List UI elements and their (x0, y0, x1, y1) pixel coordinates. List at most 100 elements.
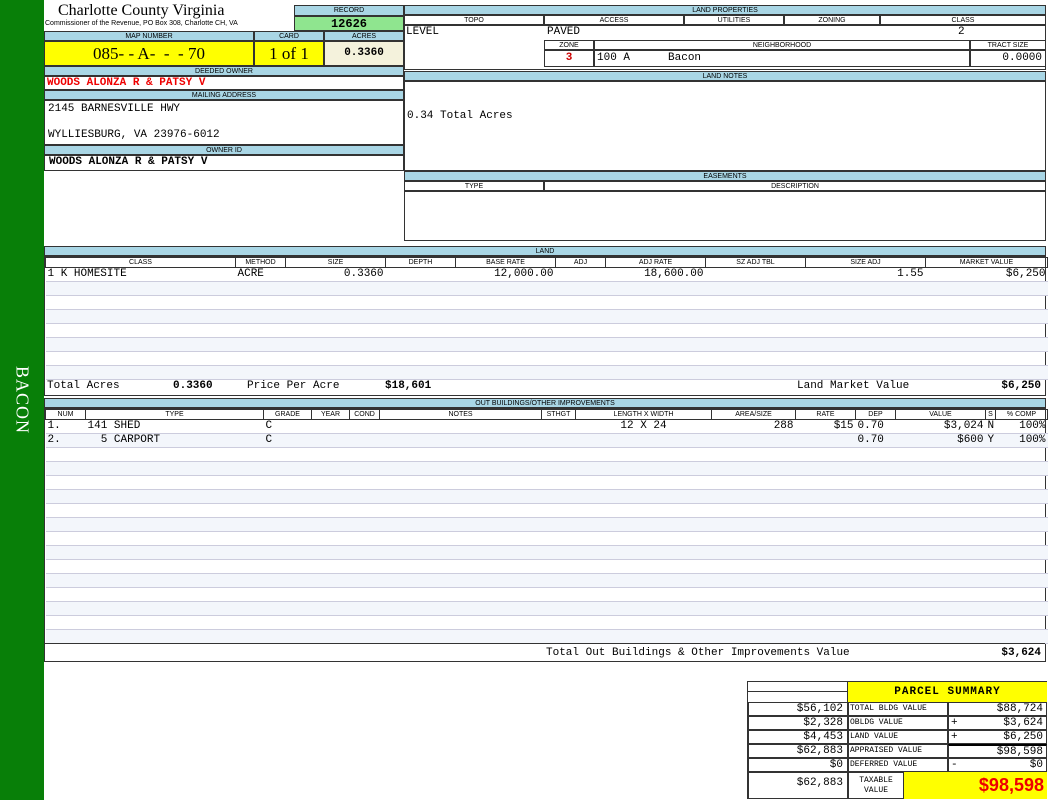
table-cell (541, 447, 576, 462)
table-cell (263, 531, 312, 546)
table-cell (45, 337, 236, 352)
table-cell (379, 433, 542, 448)
table-cell (925, 309, 1048, 324)
table-cell (45, 351, 236, 366)
land-row (45, 281, 1048, 296)
table-cell (795, 573, 856, 588)
table-cell (705, 323, 806, 338)
table-cell (805, 337, 926, 352)
table-cell (795, 629, 856, 644)
table-cell (311, 601, 350, 616)
table-cell: C (263, 419, 312, 434)
outbuilding-row (45, 475, 1048, 490)
table-cell (311, 615, 350, 630)
summary-value: $88,724 (996, 703, 1043, 715)
table-cell (705, 295, 806, 310)
table-cell (605, 295, 706, 310)
table-cell (855, 615, 896, 630)
table-cell (711, 587, 796, 602)
table-cell (711, 461, 796, 476)
table-cell (855, 489, 896, 504)
column-header: STHGT (541, 409, 576, 420)
table-cell (925, 281, 1048, 296)
neighborhood-code: 100 A (597, 52, 631, 64)
table-cell (379, 573, 542, 588)
summary-label: OBLDG VALUE (848, 716, 948, 730)
table-cell (311, 433, 350, 448)
table-cell (379, 545, 542, 560)
table-cell (855, 573, 896, 588)
table-cell: 288 (711, 419, 796, 434)
outbuilding-row (45, 503, 1048, 518)
table-cell (575, 461, 712, 476)
table-cell (855, 629, 896, 644)
table-cell (45, 475, 86, 490)
table-cell (795, 489, 856, 504)
map-number-label: MAP NUMBER (44, 31, 254, 41)
table-cell (795, 447, 856, 462)
table-cell (795, 587, 856, 602)
summary-prior-value: $2,328 (748, 716, 848, 730)
table-cell (263, 475, 312, 490)
table-cell (855, 601, 896, 616)
table-cell (555, 309, 606, 324)
table-cell (795, 559, 856, 574)
outbuilding-row (45, 531, 1048, 546)
column-header: DEP (855, 409, 896, 420)
table-cell (985, 489, 996, 504)
land-row (45, 309, 1048, 324)
table-cell (349, 447, 380, 462)
table-cell (541, 517, 576, 532)
table-cell (541, 559, 576, 574)
column-header: RATE (795, 409, 856, 420)
table-cell (855, 587, 896, 602)
table-cell (45, 587, 86, 602)
table-cell (985, 587, 996, 602)
table-cell (711, 475, 796, 490)
table-cell (805, 323, 926, 338)
land-row (45, 337, 1048, 352)
table-cell (575, 517, 712, 532)
table-cell: 0.3360 (285, 267, 386, 282)
table-cell (895, 517, 986, 532)
table-cell (349, 461, 380, 476)
table-cell (385, 309, 456, 324)
table-cell (379, 559, 542, 574)
table-cell (85, 573, 264, 588)
table-cell (711, 545, 796, 560)
table-cell: $3,024 (895, 419, 986, 434)
table-cell (235, 337, 286, 352)
table-cell (285, 281, 386, 296)
taxable-value: $98,598 (904, 772, 1047, 799)
table-cell (895, 461, 986, 476)
table-cell (605, 351, 706, 366)
table-cell (895, 573, 986, 588)
table-cell (385, 267, 456, 282)
table-cell (311, 461, 350, 476)
table-cell (895, 475, 986, 490)
table-cell (45, 365, 236, 380)
table-cell (455, 337, 556, 352)
column-header: TYPE (85, 409, 264, 420)
table-cell (995, 573, 1048, 588)
table-cell (85, 559, 264, 574)
price-per-acre-label: Price Per Acre (247, 380, 340, 392)
table-cell (575, 475, 712, 490)
table-cell: $15 (795, 419, 856, 434)
table-cell (855, 559, 896, 574)
table-cell (285, 295, 386, 310)
table-cell (311, 559, 350, 574)
record-number: 12626 (294, 16, 404, 31)
zoning-label: ZONING (784, 15, 880, 25)
summary-operator: + (951, 717, 958, 729)
summary-prior-value: $4,453 (748, 730, 848, 744)
table-cell (85, 531, 264, 546)
table-cell (379, 503, 542, 518)
tract-size-label: TRACT SIZE (970, 40, 1046, 50)
land-properties-header: TOPO ACCESS UTILITIES ZONING CLASS (404, 15, 1046, 25)
table-cell (985, 601, 996, 616)
table-cell: 0.70 (855, 419, 896, 434)
utilities-label: UTILITIES (684, 15, 784, 25)
table-cell (575, 503, 712, 518)
table-cell (263, 461, 312, 476)
